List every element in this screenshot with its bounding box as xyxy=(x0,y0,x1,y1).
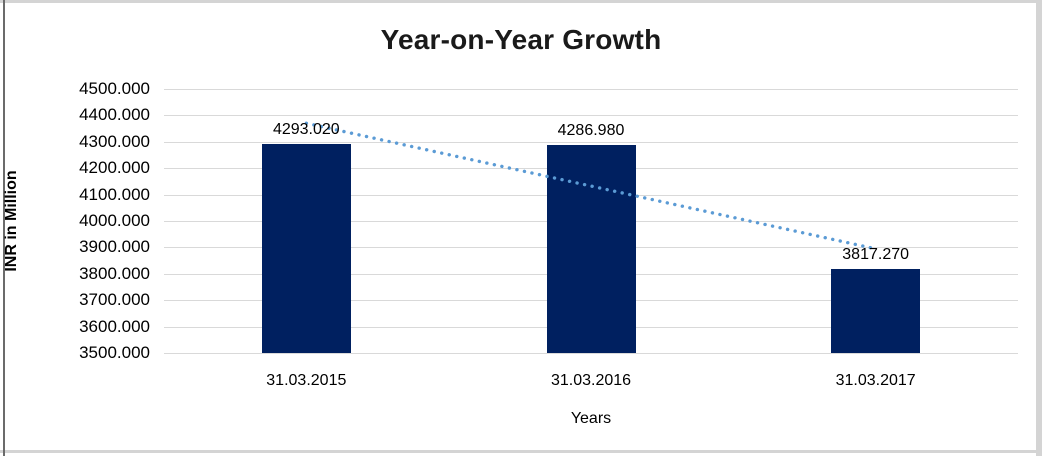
trendline-dotted-line xyxy=(304,121,878,251)
trendline xyxy=(304,121,878,251)
x-tick-label: 31.03.2015 xyxy=(266,372,347,389)
gridline xyxy=(164,353,1018,354)
y-tick-label: 3700.000 xyxy=(79,290,150,310)
y-tick-label: 4200.000 xyxy=(79,158,150,178)
plot-area xyxy=(164,89,1018,353)
y-axis-title: INR in Million xyxy=(3,170,20,272)
y-tick-label: 3500.000 xyxy=(79,343,150,362)
x-tick-label: 31.03.2017 xyxy=(835,372,916,389)
bar-value-label: 3817.270 xyxy=(842,246,910,264)
frame-border-top xyxy=(0,0,1042,3)
x-axis-title: Years xyxy=(570,410,612,427)
gridline xyxy=(164,115,1018,117)
y-tick-label: 4000.000 xyxy=(79,211,150,230)
y-tick-label: 4400.000 xyxy=(79,105,150,125)
gridline xyxy=(164,141,1018,143)
x-tick-label: 31.03.2016 xyxy=(550,372,632,389)
frame-border-right xyxy=(1036,0,1042,456)
bar-value-label: 4286.980 xyxy=(557,122,625,140)
gridline xyxy=(164,89,1018,90)
bar-31.03.2015 xyxy=(261,143,351,353)
frame-border-left xyxy=(3,0,5,456)
frame-border-bottom xyxy=(0,450,1042,453)
bar-value-label: 4293.020 xyxy=(272,120,340,138)
y-tick-label: 4100.000 xyxy=(79,184,150,204)
y-tick-label: 3600.000 xyxy=(79,316,150,336)
y-tick-label: 3800.000 xyxy=(79,263,150,283)
bar-31.03.2017 xyxy=(831,269,921,353)
y-tick-label: 4500.000 xyxy=(79,79,150,98)
y-tick-label: 3900.000 xyxy=(79,237,150,257)
y-tick-label: 4300.000 xyxy=(79,131,150,151)
chart-title: Year-on-Year Growth xyxy=(380,24,662,55)
